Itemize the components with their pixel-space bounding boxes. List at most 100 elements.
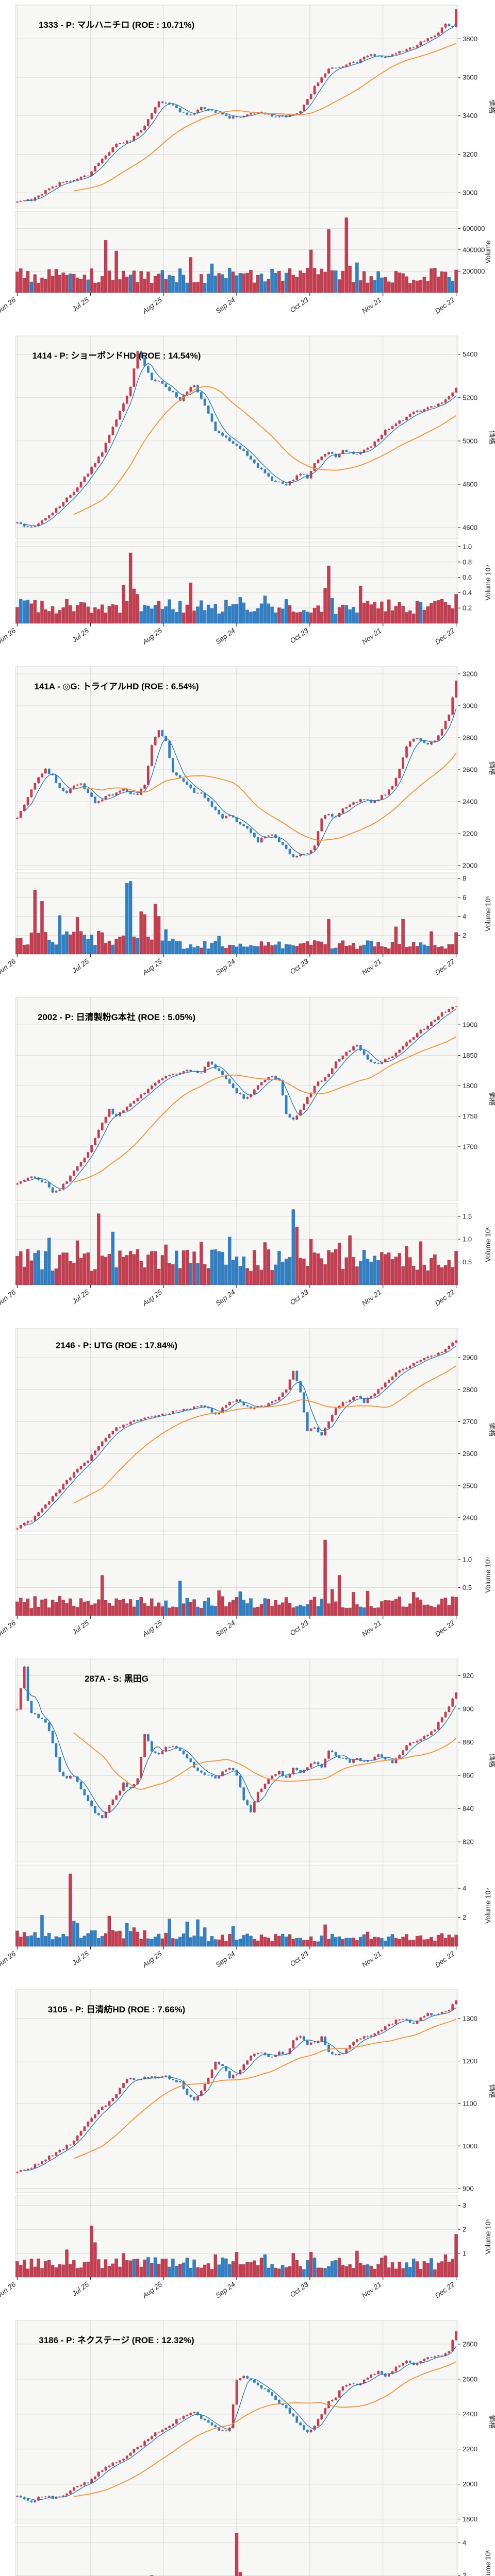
svg-text:Jul 25: Jul 25 bbox=[70, 1619, 90, 1636]
svg-text:Nov 21: Nov 21 bbox=[360, 1288, 383, 1307]
svg-text:1: 1 bbox=[463, 2249, 466, 2257]
stock-chart-1333: 3000 3200 3400 3600 3800 200000 400000 600000 Ju… bbox=[0, 0, 495, 331]
svg-text:4: 4 bbox=[463, 2539, 466, 2547]
candlestick-chart: 820 840 860 880 900 920 2 4 Jun 26 Jul 25 Aug 25 Se… bbox=[0, 1658, 495, 1969]
svg-text:1800: 1800 bbox=[463, 1082, 477, 1090]
candlestick-chart: 900 1000 1100 1200 1300 1 2 3 Jun 26 Jul 25 Aug 25… bbox=[0, 1989, 495, 2300]
svg-text:Sep 24: Sep 24 bbox=[214, 1288, 236, 1307]
svg-text:Sep 24: Sep 24 bbox=[214, 2280, 236, 2299]
svg-text:Dec 22: Dec 22 bbox=[434, 296, 456, 315]
svg-text:1750: 1750 bbox=[463, 1112, 477, 1120]
svg-text:0.4: 0.4 bbox=[463, 589, 472, 597]
svg-text:2500: 2500 bbox=[463, 1482, 477, 1489]
svg-text:1.0: 1.0 bbox=[463, 1235, 472, 1243]
svg-text:Nov 21: Nov 21 bbox=[360, 1619, 383, 1638]
svg-text:1800: 1800 bbox=[463, 2515, 477, 2523]
svg-text:1700: 1700 bbox=[463, 1143, 477, 1150]
svg-text:820: 820 bbox=[463, 1838, 474, 1846]
svg-text:Aug 25: Aug 25 bbox=[141, 1619, 164, 1638]
svg-text:2400: 2400 bbox=[463, 798, 477, 806]
svg-text:2: 2 bbox=[463, 2571, 466, 2576]
svg-text:価格: 価格 bbox=[488, 761, 495, 776]
svg-text:Dec 22: Dec 22 bbox=[434, 957, 456, 977]
svg-text:Sep 24: Sep 24 bbox=[214, 626, 236, 646]
svg-text:Aug 25: Aug 25 bbox=[141, 1288, 164, 1308]
svg-text:価格: 価格 bbox=[488, 100, 495, 114]
svg-text:Sep 24: Sep 24 bbox=[214, 957, 236, 976]
svg-text:2200: 2200 bbox=[463, 830, 477, 838]
svg-text:価格: 価格 bbox=[488, 1423, 495, 1437]
svg-text:1900: 1900 bbox=[463, 1021, 477, 1029]
svg-text:Jun 26: Jun 26 bbox=[0, 626, 18, 646]
svg-text:Jul 25: Jul 25 bbox=[70, 1288, 90, 1306]
stock-chart-2002: 1700 1750 1800 1850 1900 0.5 1.0 1.5 Jun 26 Jul 2… bbox=[0, 992, 495, 1323]
svg-text:920: 920 bbox=[463, 1672, 474, 1680]
svg-text:Jul 25: Jul 25 bbox=[70, 296, 90, 313]
stock-chart-1414: 4600 4800 5000 5200 5400 0.2 0.4 0.6 0.8 1.0 Jun 2… bbox=[0, 331, 495, 662]
svg-text:Sep 24: Sep 24 bbox=[214, 296, 236, 315]
svg-text:Jun 26: Jun 26 bbox=[0, 1950, 18, 1969]
svg-text:860: 860 bbox=[463, 1772, 474, 1780]
svg-text:Nov 21: Nov 21 bbox=[360, 626, 383, 646]
svg-text:0.5: 0.5 bbox=[463, 1258, 472, 1266]
svg-text:1.0: 1.0 bbox=[463, 1556, 472, 1564]
svg-text:Nov 21: Nov 21 bbox=[360, 957, 383, 976]
svg-text:Oct 23: Oct 23 bbox=[289, 296, 310, 314]
svg-text:2800: 2800 bbox=[463, 734, 477, 742]
svg-text:Jul 25: Jul 25 bbox=[70, 626, 90, 644]
svg-text:Nov 21: Nov 21 bbox=[360, 1950, 383, 1969]
svg-text:5200: 5200 bbox=[463, 394, 477, 401]
svg-text:Jul 25: Jul 25 bbox=[70, 2280, 90, 2298]
svg-text:2: 2 bbox=[463, 931, 466, 939]
svg-text:200000: 200000 bbox=[463, 267, 485, 275]
svg-text:3600: 3600 bbox=[463, 74, 477, 81]
svg-text:Volume 10⁶: Volume 10⁶ bbox=[484, 1226, 492, 1262]
svg-text:3000: 3000 bbox=[463, 189, 477, 197]
svg-text:Volume 10⁶: Volume 10⁶ bbox=[484, 2218, 492, 2254]
svg-text:Aug 25: Aug 25 bbox=[141, 957, 164, 977]
svg-text:Volume: Volume bbox=[484, 240, 492, 263]
svg-text:Volume 10⁶: Volume 10⁶ bbox=[484, 565, 492, 600]
svg-text:1000: 1000 bbox=[463, 2142, 477, 2150]
svg-text:Aug 25: Aug 25 bbox=[141, 626, 164, 646]
stock-chart-287A: 820 840 860 880 900 920 2 4 Jun 26 Jul 25 Aug 25 Se… bbox=[0, 1654, 495, 1985]
svg-text:Volume 10⁶: Volume 10⁶ bbox=[484, 2549, 492, 2576]
svg-text:2800: 2800 bbox=[463, 2340, 477, 2348]
svg-text:Aug 25: Aug 25 bbox=[141, 296, 164, 315]
svg-text:1100: 1100 bbox=[463, 2099, 477, 2107]
svg-text:価格: 価格 bbox=[488, 2084, 495, 2099]
candlestick-chart: 4600 4800 5000 5200 5400 0.2 0.4 0.6 0.8 1.0 Jun 2… bbox=[0, 335, 495, 646]
svg-text:2400: 2400 bbox=[463, 2410, 477, 2418]
svg-text:Sep 24: Sep 24 bbox=[214, 1619, 236, 1638]
svg-text:Jun 26: Jun 26 bbox=[0, 957, 18, 976]
svg-text:2000: 2000 bbox=[463, 2480, 477, 2488]
svg-text:価格: 価格 bbox=[488, 1754, 495, 1768]
stock-chart-141A: 2000 2200 2400 2600 2800 3000 3200 2 4 6 8 Jun 26 Ju… bbox=[0, 662, 495, 992]
svg-text:Dec 22: Dec 22 bbox=[434, 1950, 456, 1969]
svg-text:Dec 22: Dec 22 bbox=[434, 2280, 456, 2300]
svg-text:6: 6 bbox=[463, 893, 466, 901]
svg-text:4800: 4800 bbox=[463, 481, 477, 488]
svg-text:600000: 600000 bbox=[463, 225, 485, 232]
svg-text:2600: 2600 bbox=[463, 766, 477, 774]
svg-text:2800: 2800 bbox=[463, 1386, 477, 1394]
svg-text:Jul 25: Jul 25 bbox=[70, 1950, 90, 1967]
svg-text:900: 900 bbox=[463, 2184, 474, 2192]
svg-text:2400: 2400 bbox=[463, 1514, 477, 1521]
svg-text:5400: 5400 bbox=[463, 350, 477, 358]
svg-text:Dec 22: Dec 22 bbox=[434, 1288, 456, 1308]
svg-text:1.5: 1.5 bbox=[463, 1212, 472, 1220]
svg-text:3200: 3200 bbox=[463, 150, 477, 158]
svg-text:2600: 2600 bbox=[463, 2375, 477, 2383]
svg-text:1850: 1850 bbox=[463, 1052, 477, 1059]
svg-text:1200: 1200 bbox=[463, 2057, 477, 2065]
svg-text:3400: 3400 bbox=[463, 112, 477, 120]
stock-chart-3105: 900 1000 1100 1200 1300 1 2 3 Jun 26 Jul 25 Aug 25… bbox=[0, 1985, 495, 2315]
svg-text:Oct 23: Oct 23 bbox=[289, 1950, 310, 1968]
svg-text:Oct 23: Oct 23 bbox=[289, 957, 310, 976]
svg-text:Volume 10⁶: Volume 10⁶ bbox=[484, 1888, 492, 1923]
candlestick-chart: 2400 2500 2600 2700 2800 2900 0.5 1.0 Jun 26 Jul … bbox=[0, 1328, 495, 1638]
